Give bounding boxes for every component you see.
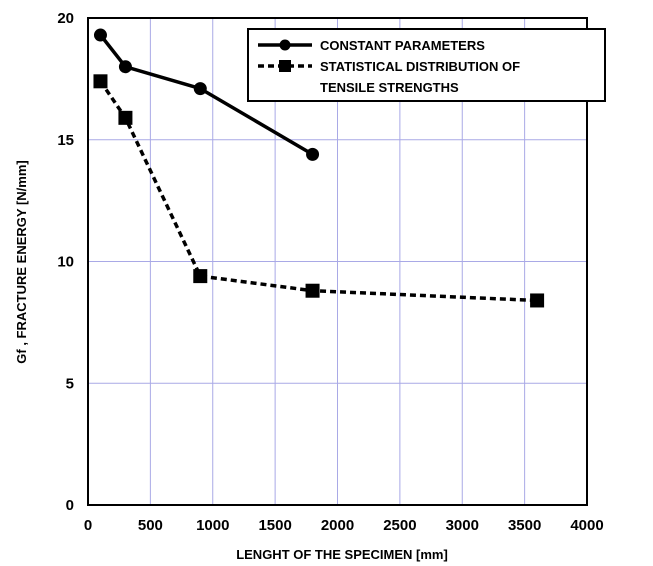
data-point-circle [93,28,107,42]
legend-box [247,28,606,102]
data-point-square [305,283,320,298]
data-point-circle [118,60,132,74]
x-tick-label: 500 [138,517,163,534]
data-point-square [93,74,108,89]
series-line-1 [99,33,314,156]
plot-frame [87,17,588,506]
y-tick-label: 10 [57,254,74,271]
data-point-circle [193,82,207,96]
x-tick-label: 1500 [258,517,291,534]
x-tick-label: 1000 [196,517,229,534]
x-tick-label: 2500 [383,517,416,534]
x-tick-label: 3000 [446,517,479,534]
x-tick-label: 4000 [570,517,603,534]
x-tick-label: 2000 [321,517,354,534]
data-point-square [118,110,133,125]
legend-marker-circle [279,39,291,51]
y-tick-label: 5 [66,375,74,392]
tick-labels: 0 500 1000 1500 2000 2500 3000 3500 4000 0 5 10 15 20 [57,10,603,534]
data-point-square [193,269,208,284]
y-tick-label: 15 [57,132,74,149]
y-axis-label: Gf , FRACTURE ENERGY [N/mm] [14,160,29,363]
data-series [93,28,545,308]
x-axis-label: LENGHT OF THE SPECIMEN [mm] [236,547,448,562]
data-point-square [530,293,545,308]
series-line-2 [99,80,538,303]
legend: CONSTANT PARAMETERS STATISTICAL DISTRIBU… [247,28,606,102]
legend-label-statistical-line1: STATISTICAL DISTRIBUTION OF [320,59,520,74]
y-tick-label: 0 [66,497,74,514]
legend-label-constant: CONSTANT PARAMETERS [320,38,485,53]
y-tick-label: 20 [57,10,74,27]
x-tick-label: 0 [84,517,92,534]
legend-marker-square [279,60,291,72]
legend-label-statistical-line2: TENSILE STRENGTHS [320,80,459,95]
x-tick-label: 3500 [508,517,541,534]
data-point-circle [306,147,320,161]
